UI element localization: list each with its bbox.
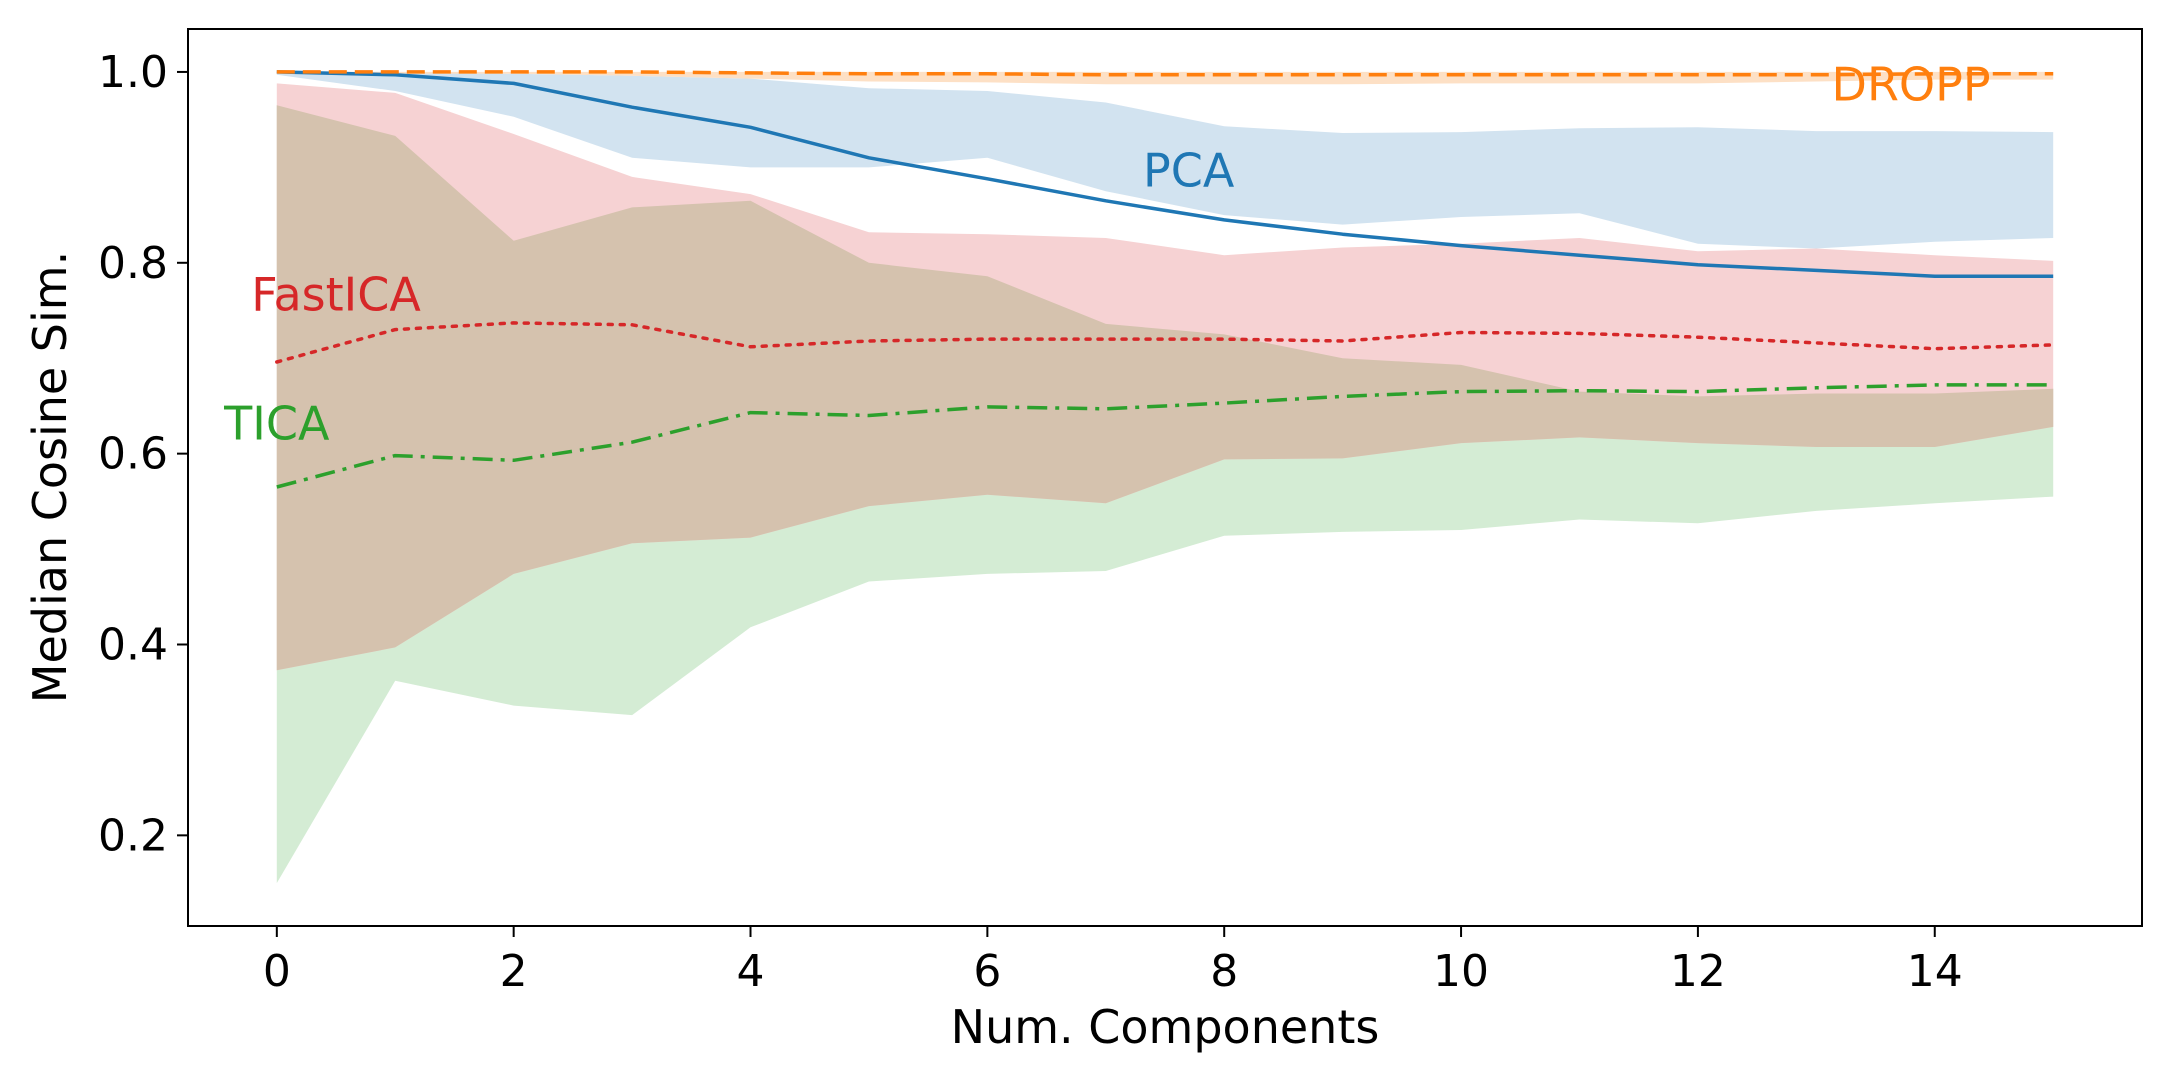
y-tick-label: 1.0 [98,47,168,98]
y-tick-label: 0.2 [98,810,168,861]
series-labels: TICA FastICA PCA DROPP [223,58,1990,451]
line-tica [276,383,2054,489]
x-tick-label: 12 [1670,946,1726,997]
label-dropp: DROPP [1832,58,1991,112]
x-tick-label: 8 [1210,946,1238,997]
x-tick-label: 2 [500,946,528,997]
band-overlap-tica-fastica [276,105,2054,671]
plot-area [275,70,2055,884]
x-tick-label: 4 [737,946,765,997]
confidence-bands [276,71,2054,884]
label-fastica: FastICA [251,268,421,322]
label-tica: TICA [223,396,330,450]
x-tick-label: 0 [263,946,291,997]
x-tick-label: 6 [973,946,1001,997]
y-tick-label: 0.8 [98,238,168,289]
x-axis-title: Num. Components [951,1000,1380,1054]
line-fastica [275,321,2055,364]
band-pca [276,71,2054,249]
x-tick-label: 14 [1907,946,1963,997]
y-axis: 0.2 0.4 0.6 0.8 1.0 [98,47,188,861]
series-lines [275,70,2055,489]
x-tick-label: 10 [1433,946,1489,997]
y-tick-label: 0.4 [98,619,168,670]
line-dropp [276,70,2054,77]
x-axis: 0 2 4 6 8 10 12 14 [263,926,1963,997]
line-pca [276,70,2054,278]
label-pca: PCA [1143,144,1235,198]
y-tick-label: 0.6 [98,429,168,480]
plot-frame [187,28,2143,927]
y-axis-title: Median Cosine Sim. [23,251,77,703]
